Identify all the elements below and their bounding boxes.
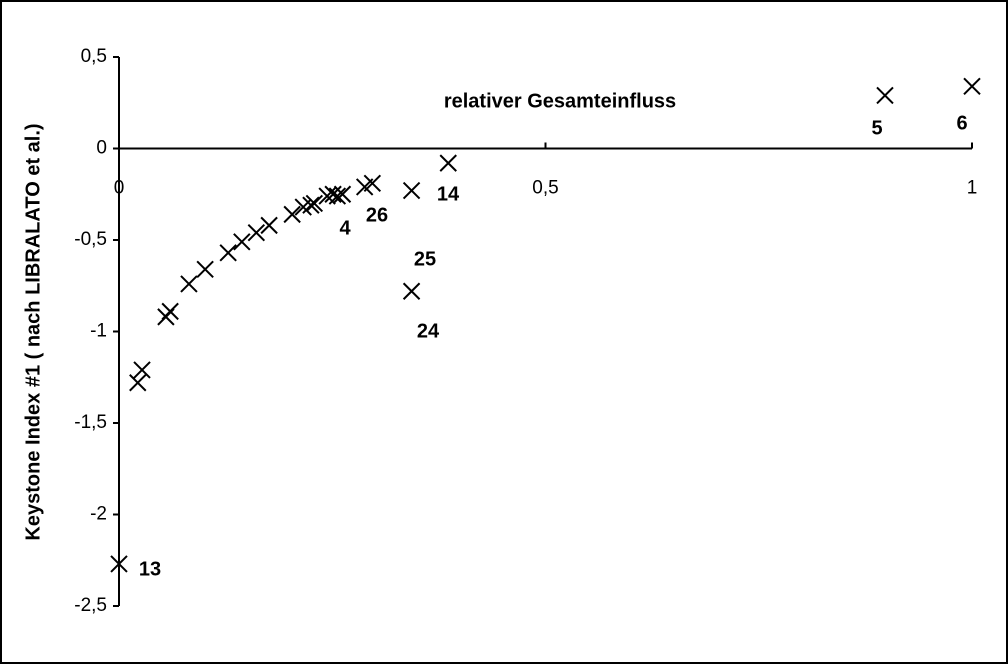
point [129,374,147,392]
y-axis-label: Keystone Index #1 ( nach LIBRALATO et al… [22,123,44,540]
point [402,282,421,300]
point [963,77,981,95]
y-tick-label: -1 [90,321,107,342]
point [260,216,278,235]
point [180,275,198,293]
y-tick-label: -0,5 [74,229,107,250]
y-tick-label: 0 [96,138,107,159]
x-tick-label: 0 [114,178,125,199]
point-annotation: 14 [437,183,460,205]
x-tick-label: 0,5 [532,178,558,199]
point [328,187,347,205]
point [333,185,352,203]
point [876,86,894,105]
point-annotation: 5 [871,117,882,139]
point-annotation: 26 [366,204,388,226]
y-tick-label: 0,5 [81,46,107,67]
point [233,233,251,251]
point-annotation: 24 [417,320,440,342]
point [247,223,266,242]
point [219,244,237,262]
chart-title: relativer Gesamteinfluss [444,90,676,112]
x-tick-label: 1 [967,178,978,199]
point [305,194,324,213]
point-annotation: 13 [139,558,161,580]
point [110,555,128,573]
point [363,174,382,192]
point-annotation: 6 [956,112,967,134]
point-annotation: 4 [339,217,351,239]
point [302,196,320,214]
point [196,260,214,278]
point [439,154,457,172]
point [133,361,151,379]
point [402,181,421,200]
point [283,205,301,224]
y-tick-label: -2,5 [74,595,107,616]
point-annotation: 25 [414,248,436,270]
point [161,302,179,321]
y-tick-label: -1,5 [74,412,107,433]
y-tick-label: -2 [90,504,107,525]
